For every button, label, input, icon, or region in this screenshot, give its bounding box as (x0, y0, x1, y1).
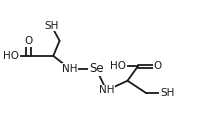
Text: O: O (154, 61, 162, 71)
Text: O: O (24, 36, 32, 46)
Text: NH: NH (62, 64, 78, 74)
Text: NH: NH (99, 85, 114, 95)
Text: HO: HO (4, 51, 19, 61)
Text: HO: HO (110, 61, 126, 71)
Text: SH: SH (44, 21, 58, 30)
Text: SH: SH (160, 88, 174, 98)
Text: Se: Se (89, 63, 103, 75)
